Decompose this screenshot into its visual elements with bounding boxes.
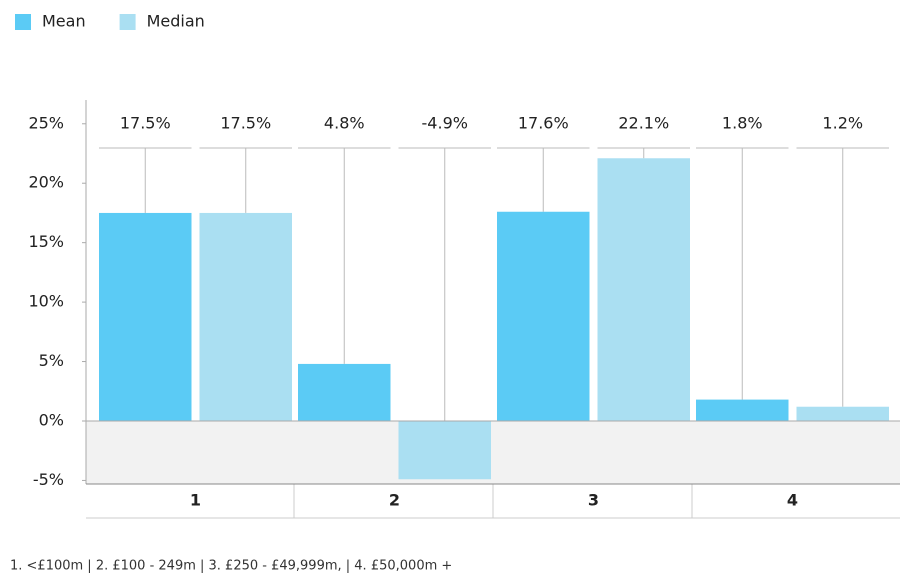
y-tick-label: 0% — [39, 410, 64, 429]
y-tick-label: -5% — [33, 470, 64, 489]
x-tick-label: 4 — [787, 491, 798, 510]
value-label: 17.5% — [120, 114, 171, 133]
y-tick-label: 25% — [28, 113, 64, 132]
bar — [796, 406, 889, 421]
x-tick-label: 1 — [190, 491, 201, 510]
bar — [497, 211, 590, 421]
value-label: 22.1% — [618, 114, 669, 133]
legend-label: Median — [147, 12, 205, 31]
legend-label: Mean — [42, 12, 86, 31]
y-tick-label: 15% — [28, 232, 64, 251]
value-label: 1.2% — [822, 114, 863, 133]
bar — [696, 399, 789, 421]
legend-swatch — [15, 14, 31, 30]
y-tick-label: 20% — [28, 173, 64, 192]
value-label: 17.6% — [518, 114, 569, 133]
bar — [99, 212, 192, 421]
x-tick-label: 3 — [588, 491, 599, 510]
bar — [298, 363, 391, 421]
value-label: -4.9% — [422, 114, 468, 133]
x-tick-label: 2 — [389, 491, 400, 510]
legend-swatch — [119, 14, 136, 30]
y-tick-label: 5% — [39, 351, 64, 370]
value-label: 4.8% — [324, 114, 365, 133]
value-label: 17.5% — [220, 114, 271, 133]
bar — [199, 212, 292, 421]
negative-zone — [86, 420, 900, 484]
y-tick-label: 10% — [28, 292, 64, 311]
bar — [398, 420, 491, 480]
bar — [597, 158, 690, 421]
footnote: 1. <£100m | 2. £100 - 249m | 3. £250 - £… — [10, 559, 452, 574]
value-label: 1.8% — [722, 114, 763, 133]
